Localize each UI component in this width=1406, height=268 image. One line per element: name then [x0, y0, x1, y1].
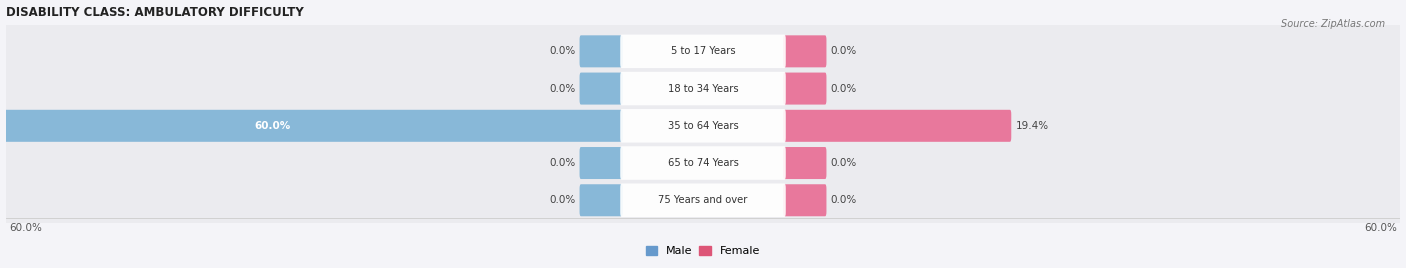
Legend: Male, Female: Male, Female [641, 241, 765, 260]
FancyBboxPatch shape [783, 110, 1011, 142]
FancyBboxPatch shape [6, 95, 1400, 157]
Text: Source: ZipAtlas.com: Source: ZipAtlas.com [1281, 19, 1385, 29]
FancyBboxPatch shape [620, 72, 786, 105]
Text: 18 to 34 Years: 18 to 34 Years [668, 84, 738, 94]
FancyBboxPatch shape [0, 110, 623, 142]
Text: 0.0%: 0.0% [831, 195, 858, 205]
Text: 60.0%: 60.0% [254, 121, 291, 131]
Text: 19.4%: 19.4% [1015, 121, 1049, 131]
FancyBboxPatch shape [620, 184, 786, 217]
FancyBboxPatch shape [620, 35, 786, 68]
Text: 65 to 74 Years: 65 to 74 Years [668, 158, 738, 168]
FancyBboxPatch shape [783, 147, 827, 179]
FancyBboxPatch shape [6, 58, 1400, 120]
Text: DISABILITY CLASS: AMBULATORY DIFFICULTY: DISABILITY CLASS: AMBULATORY DIFFICULTY [6, 6, 304, 18]
FancyBboxPatch shape [620, 146, 786, 180]
FancyBboxPatch shape [6, 169, 1400, 231]
FancyBboxPatch shape [783, 73, 827, 105]
FancyBboxPatch shape [6, 20, 1400, 82]
FancyBboxPatch shape [579, 73, 623, 105]
FancyBboxPatch shape [620, 109, 786, 143]
FancyBboxPatch shape [6, 132, 1400, 194]
FancyBboxPatch shape [579, 184, 623, 216]
Text: 0.0%: 0.0% [548, 195, 575, 205]
FancyBboxPatch shape [579, 35, 623, 67]
FancyBboxPatch shape [579, 147, 623, 179]
FancyBboxPatch shape [783, 35, 827, 67]
Text: 0.0%: 0.0% [548, 46, 575, 56]
Text: 0.0%: 0.0% [548, 84, 575, 94]
Text: 35 to 64 Years: 35 to 64 Years [668, 121, 738, 131]
Text: 0.0%: 0.0% [831, 84, 858, 94]
Text: 0.0%: 0.0% [831, 158, 858, 168]
Text: 0.0%: 0.0% [548, 158, 575, 168]
Text: 5 to 17 Years: 5 to 17 Years [671, 46, 735, 56]
Text: 0.0%: 0.0% [831, 46, 858, 56]
FancyBboxPatch shape [783, 184, 827, 216]
Text: 60.0%: 60.0% [1364, 223, 1398, 233]
Text: 75 Years and over: 75 Years and over [658, 195, 748, 205]
Text: 60.0%: 60.0% [8, 223, 42, 233]
